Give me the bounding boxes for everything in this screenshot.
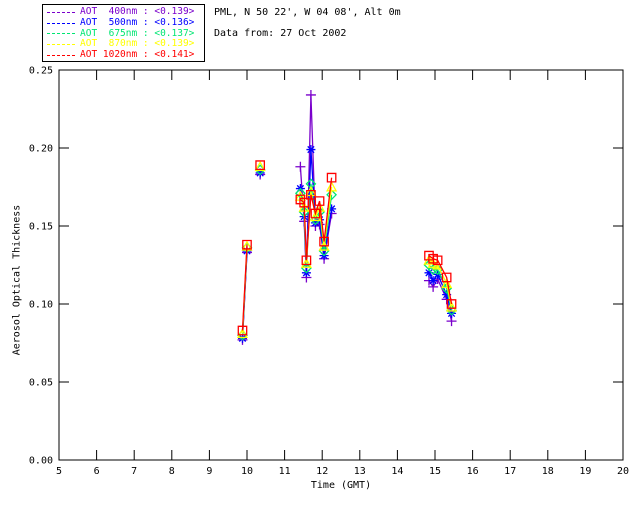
legend-line-sample-1020nm xyxy=(47,55,75,57)
legend-label-500nm: AOT 500nm : <0.136> xyxy=(80,16,195,28)
axes xyxy=(58,69,624,461)
svg-text:5: 5 xyxy=(56,466,62,477)
svg-text:0.10: 0.10 xyxy=(29,300,53,311)
svg-text:16: 16 xyxy=(467,466,479,477)
legend-label-400nm: AOT 400nm : <0.139> xyxy=(80,6,195,17)
svg-text:17: 17 xyxy=(504,466,516,477)
svg-text:9: 9 xyxy=(206,466,212,477)
tick-labels: 5 6 7 8 9 10 11 12 13 14 15 16 17 18 19 20 0.00 0.05 0.10 0… xyxy=(29,66,629,478)
svg-text:0.15: 0.15 xyxy=(29,222,53,233)
legend-item-1020nm: AOT 1020nm : <0.141> xyxy=(47,49,204,61)
series-aot-500nm xyxy=(237,145,457,343)
svg-text:0.00: 0.00 xyxy=(29,456,53,467)
legend-label-870nm: AOT 870nm : <0.139> xyxy=(80,38,195,50)
series-aot-870nm xyxy=(236,160,458,339)
legend-line-sample-675nm xyxy=(47,33,75,35)
svg-text:11: 11 xyxy=(279,466,291,477)
legend-line-sample-400nm xyxy=(47,11,75,13)
svg-text:18: 18 xyxy=(542,466,554,477)
y-axis-title: Aerosol Optical Thickness xyxy=(11,204,23,356)
x-axis-title: Time (GMT) xyxy=(310,480,372,491)
legend-label-1020nm: AOT 1020nm : <0.141> xyxy=(80,49,195,61)
svg-text:10: 10 xyxy=(241,466,253,477)
legend-item-675nm: AOT 675nm : <0.137> xyxy=(47,27,204,40)
legend-box: AOT 400nm : <0.139> AOT 500nm : <0.136> … xyxy=(42,4,205,62)
svg-text:6: 6 xyxy=(94,466,100,477)
legend-item-500nm: AOT 500nm : <0.136> xyxy=(47,16,204,29)
station-info-text: PML, N 50 22', W 04 08', Alt 0m xyxy=(214,7,401,18)
svg-text:15: 15 xyxy=(429,466,441,477)
svg-text:0.25: 0.25 xyxy=(29,66,53,77)
data-date-text: Data from: 27 Oct 2002 xyxy=(214,28,347,39)
svg-text:7: 7 xyxy=(131,466,137,477)
svg-text:0.05: 0.05 xyxy=(29,378,53,389)
legend-line-sample-500nm xyxy=(47,22,75,24)
svg-text:20: 20 xyxy=(617,466,629,477)
svg-text:14: 14 xyxy=(391,466,403,477)
svg-text:12: 12 xyxy=(316,466,328,477)
series-aot-1020nm xyxy=(237,160,457,336)
svg-text:19: 19 xyxy=(579,466,591,477)
legend-line-sample-870nm xyxy=(47,44,75,46)
legend-item-400nm: AOT 400nm : <0.139> xyxy=(47,6,204,18)
svg-text:8: 8 xyxy=(169,466,175,477)
svg-text:0.20: 0.20 xyxy=(29,144,53,155)
legend-item-870nm: AOT 870nm : <0.139> xyxy=(47,39,204,50)
series-aot-675nm xyxy=(237,164,457,341)
series-aot-400nm xyxy=(237,89,457,345)
legend-label-675nm: AOT 675nm : <0.137> xyxy=(80,27,195,39)
svg-text:13: 13 xyxy=(354,466,366,477)
